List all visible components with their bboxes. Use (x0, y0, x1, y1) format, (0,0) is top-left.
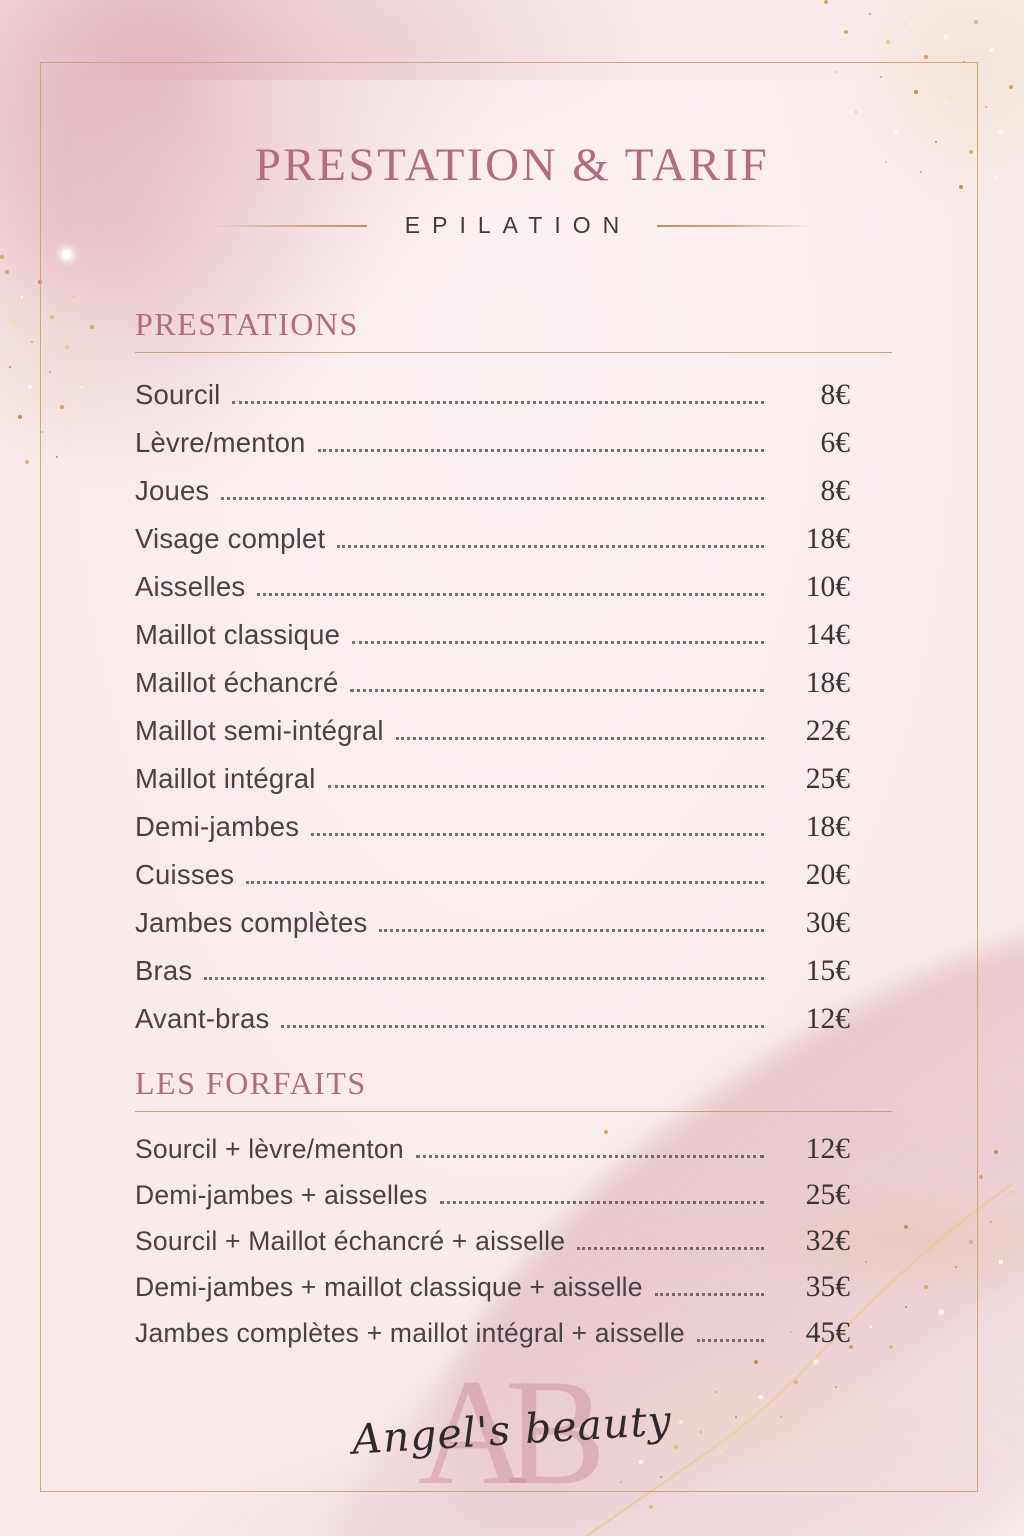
price-row: Jambes complètes 30€ (135, 899, 892, 947)
service-label: Visage complet (135, 523, 326, 554)
package-label: Jambes complètes + maillot intégral + ai… (135, 1317, 685, 1348)
page-subtitle: EPILATION (404, 212, 632, 238)
service-price: 10€ (805, 570, 850, 603)
price-row: Maillot semi-intégral 22€ (135, 707, 892, 755)
package-label: Demi-jambes + maillot classique + aissel… (135, 1271, 643, 1302)
service-price: 6€ (820, 426, 851, 459)
service-label: Lèvre/menton (135, 427, 306, 458)
dotted-leader (577, 1246, 764, 1250)
service-price: 8€ (820, 378, 851, 411)
price-row: Sourcil + Maillot échancré + aisselle 32… (135, 1218, 892, 1264)
price-list: PRESTATIONS Sourcil 8€ Lèvre/menton 6€ (135, 306, 892, 1356)
dotted-leader (439, 1200, 764, 1204)
package-label: Demi-jambes + aisselles (135, 1179, 428, 1210)
brand-logo: AB Angel's beauty (0, 1356, 1024, 1508)
subtitle-divider-left (208, 224, 367, 227)
package-label: Sourcil + lèvre/menton (135, 1133, 404, 1164)
service-label: Aisselles (135, 571, 246, 602)
service-price: 18€ (805, 810, 850, 843)
section-heading: LES FORFAITS (135, 1065, 367, 1101)
price-row: Demi-jambes 18€ (135, 803, 892, 851)
price-row: Avant-bras 12€ (135, 995, 892, 1043)
price-row: Bras 15€ (135, 947, 892, 995)
subtitle-row: EPILATION (0, 212, 1024, 239)
price-row: Visage complet 18€ (135, 515, 892, 563)
package-price: 35€ (805, 1270, 850, 1303)
dotted-leader (696, 1338, 764, 1342)
service-price: 14€ (805, 618, 850, 651)
package-price: 32€ (805, 1224, 850, 1257)
package-price: 25€ (805, 1178, 850, 1211)
service-label: Cuisses (135, 859, 235, 890)
service-label: Maillot semi-intégral (135, 715, 384, 746)
service-label: Maillot classique (135, 619, 341, 650)
page-title: PRESTATION & TARIF (254, 139, 770, 191)
price-row: Sourcil + lèvre/menton 12€ (135, 1126, 892, 1172)
package-price: 12€ (805, 1132, 850, 1165)
section-rule (135, 352, 892, 353)
dotted-leader (352, 640, 764, 644)
dotted-leader (204, 976, 764, 980)
glitter-left-edge (0, 255, 130, 495)
service-price: 25€ (805, 762, 850, 795)
price-row: Aisselles 10€ (135, 563, 892, 611)
package-label: Sourcil + Maillot échancré + aisselle (135, 1225, 566, 1256)
service-price: 8€ (820, 474, 851, 507)
price-row: Demi-jambes + maillot classique + aissel… (135, 1264, 892, 1310)
sparkle-star (62, 250, 71, 259)
package-price: 45€ (805, 1316, 850, 1349)
price-row: Joues 8€ (135, 467, 892, 515)
price-row: Demi-jambes + aisselles 25€ (135, 1172, 892, 1218)
service-label: Demi-jambes (135, 811, 300, 842)
service-label: Jambes complètes (135, 907, 368, 938)
service-label: Joues (135, 475, 210, 506)
service-price: 20€ (805, 858, 850, 891)
service-label: Maillot intégral (135, 763, 316, 794)
dotted-leader (350, 688, 764, 692)
dotted-leader (257, 592, 764, 596)
dotted-leader (317, 448, 764, 452)
service-label: Sourcil (135, 379, 221, 410)
prestations-rows: Sourcil 8€ Lèvre/menton 6€ Joues 8€ (135, 371, 892, 1043)
section-rule (135, 1111, 892, 1112)
dotted-leader (327, 784, 764, 788)
dotted-leader (395, 736, 764, 740)
service-price: 22€ (805, 714, 850, 747)
service-label: Avant-bras (135, 1003, 270, 1034)
dotted-leader (221, 496, 764, 500)
monogram-ab: AB (417, 1348, 606, 1516)
dotted-leader (337, 544, 764, 548)
service-label: Bras (135, 955, 193, 986)
price-row: Maillot échancré 18€ (135, 659, 892, 707)
service-price: 18€ (805, 522, 850, 555)
price-row: Lèvre/menton 6€ (135, 419, 892, 467)
service-price: 15€ (805, 954, 850, 987)
price-row: Cuisses 20€ (135, 851, 892, 899)
service-label: Maillot échancré (135, 667, 339, 698)
service-price: 12€ (805, 1002, 850, 1035)
dotted-leader (246, 880, 764, 884)
section-prestations: PRESTATIONS Sourcil 8€ Lèvre/menton 6€ (135, 306, 892, 1043)
dotted-leader (379, 928, 764, 932)
service-price: 30€ (805, 906, 850, 939)
dotted-leader (311, 832, 764, 836)
price-row: Maillot classique 14€ (135, 611, 892, 659)
dotted-leader (654, 1292, 764, 1296)
forfaits-rows: Sourcil + lèvre/menton 12€ Demi-jambes +… (135, 1126, 892, 1356)
dotted-leader (232, 400, 764, 404)
price-row: Sourcil 8€ (135, 371, 892, 419)
service-price: 18€ (805, 666, 850, 699)
subtitle-divider-right (657, 224, 816, 227)
price-row: Maillot intégral 25€ (135, 755, 892, 803)
header: PRESTATION & TARIF EPILATION (0, 138, 1024, 239)
section-heading: PRESTATIONS (135, 306, 359, 342)
dotted-leader (281, 1024, 764, 1028)
section-forfaits: LES FORFAITS Sourcil + lèvre/menton 12€ … (135, 1065, 892, 1356)
dotted-leader (415, 1154, 764, 1158)
price-row: Jambes complètes + maillot intégral + ai… (135, 1310, 892, 1356)
